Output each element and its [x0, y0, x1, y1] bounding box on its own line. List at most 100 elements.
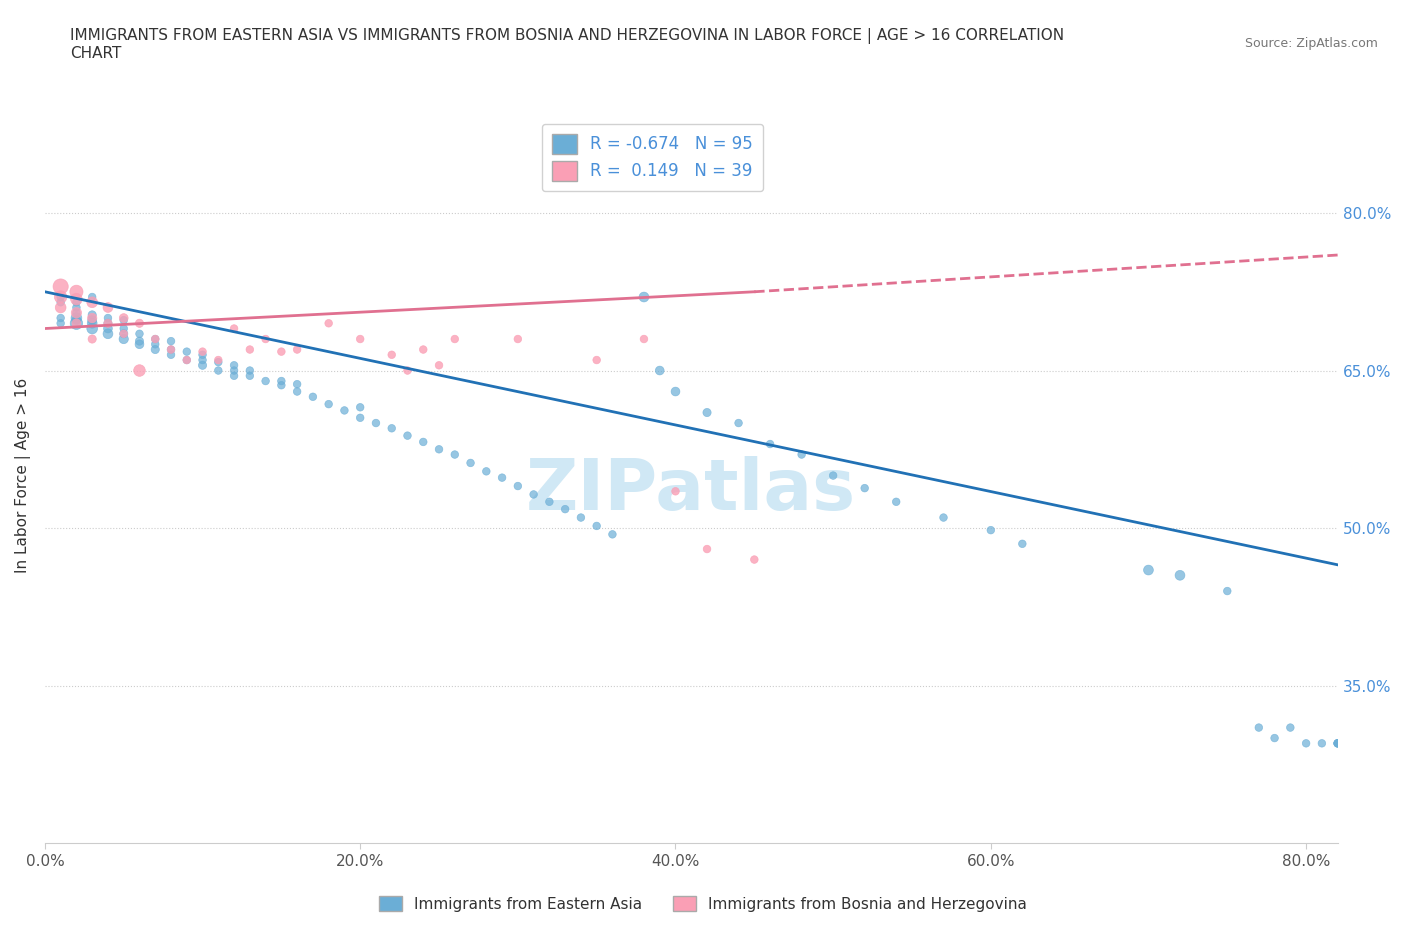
Point	[112, 321, 135, 336]
Point	[82, 332, 104, 347]
Point	[285, 342, 308, 357]
Point	[1011, 537, 1033, 551]
Point	[143, 342, 166, 357]
Point	[191, 352, 214, 367]
Point	[506, 479, 529, 494]
Point	[1310, 736, 1333, 751]
Point	[1326, 736, 1348, 751]
Point	[160, 334, 183, 349]
Point	[160, 342, 183, 357]
Point	[143, 332, 166, 347]
Point	[443, 447, 465, 462]
Point	[143, 337, 166, 352]
Point	[143, 332, 166, 347]
Point	[207, 363, 229, 378]
Text: Source: ZipAtlas.com: Source: ZipAtlas.com	[1244, 37, 1378, 50]
Point	[554, 501, 576, 516]
Point	[538, 495, 561, 510]
Point	[318, 397, 340, 412]
Point	[49, 311, 72, 325]
Point	[49, 295, 72, 310]
Point	[222, 368, 245, 383]
Point	[97, 316, 120, 331]
Point	[569, 511, 592, 525]
Point	[396, 363, 419, 378]
Point	[823, 468, 845, 483]
Point	[97, 321, 120, 336]
Point	[491, 471, 513, 485]
Point	[585, 352, 607, 367]
Point	[49, 300, 72, 315]
Point	[1326, 736, 1348, 751]
Point	[82, 308, 104, 323]
Point	[128, 363, 150, 378]
Point	[191, 344, 214, 359]
Text: IMMIGRANTS FROM EASTERN ASIA VS IMMIGRANTS FROM BOSNIA AND HERZEGOVINA IN LABOR : IMMIGRANTS FROM EASTERN ASIA VS IMMIGRAN…	[70, 28, 1064, 61]
Point	[602, 527, 624, 542]
Point	[191, 358, 214, 373]
Point	[82, 289, 104, 304]
Point	[349, 400, 371, 415]
Point	[112, 332, 135, 347]
Point	[97, 316, 120, 331]
Point	[412, 434, 434, 449]
Point	[980, 523, 1002, 538]
Point	[82, 295, 104, 310]
Point	[381, 347, 404, 362]
Point	[427, 442, 450, 457]
Point	[1137, 563, 1160, 578]
Point	[65, 305, 87, 320]
Text: ZIPatlas: ZIPatlas	[526, 456, 856, 525]
Point	[49, 289, 72, 304]
Point	[82, 316, 104, 331]
Point	[82, 321, 104, 336]
Point	[49, 279, 72, 294]
Point	[65, 292, 87, 307]
Point	[239, 363, 262, 378]
Point	[82, 311, 104, 325]
Point	[396, 428, 419, 443]
Point	[160, 347, 183, 362]
Point	[82, 312, 104, 327]
Point	[97, 326, 120, 341]
Point	[207, 354, 229, 369]
Point	[790, 447, 813, 462]
Point	[364, 416, 387, 431]
Point	[191, 347, 214, 362]
Point	[65, 316, 87, 331]
Point	[65, 300, 87, 315]
Point	[112, 326, 135, 341]
Point	[318, 316, 340, 331]
Point	[884, 495, 907, 510]
Point	[128, 334, 150, 349]
Point	[1168, 568, 1191, 583]
Point	[648, 363, 671, 378]
Point	[285, 384, 308, 399]
Point	[128, 337, 150, 352]
Point	[65, 295, 87, 310]
Point	[1295, 736, 1317, 751]
Point	[97, 311, 120, 325]
Point	[112, 312, 135, 327]
Point	[1279, 720, 1302, 735]
Point	[460, 456, 482, 471]
Point	[285, 377, 308, 392]
Point	[128, 316, 150, 331]
Point	[727, 416, 749, 431]
Point	[1264, 731, 1286, 746]
Point	[744, 552, 766, 567]
Point	[1247, 720, 1270, 735]
Point	[696, 405, 718, 420]
Point	[633, 289, 655, 304]
Legend: Immigrants from Eastern Asia, Immigrants from Bosnia and Herzegovina: Immigrants from Eastern Asia, Immigrants…	[373, 889, 1033, 918]
Point	[932, 511, 955, 525]
Point	[349, 410, 371, 425]
Point	[427, 358, 450, 373]
Point	[1326, 736, 1348, 751]
Point	[239, 368, 262, 383]
Point	[176, 344, 198, 359]
Point	[523, 487, 546, 502]
Point	[475, 464, 498, 479]
Point	[302, 390, 325, 405]
Y-axis label: In Labor Force | Age > 16: In Labor Force | Age > 16	[15, 378, 31, 573]
